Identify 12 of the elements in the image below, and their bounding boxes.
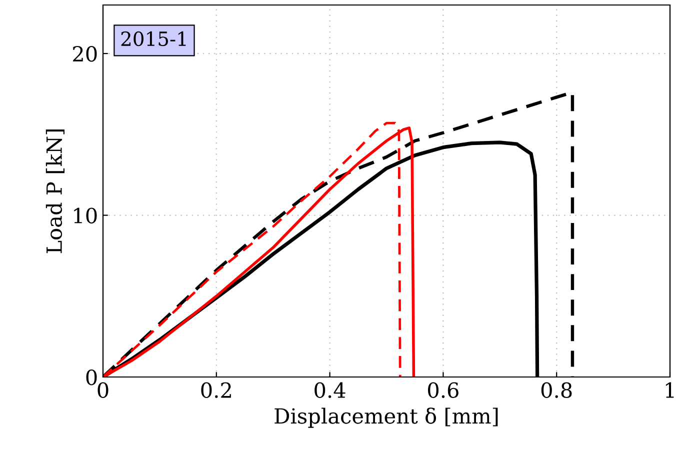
- y-axis-title: Load P [kN]: [46, 130, 64, 254]
- annotation: 2015-1: [121, 31, 186, 46]
- x-tick-label: 1: [666, 382, 674, 398]
- x-axis-title: Displacement δ [mm]: [274, 408, 498, 428]
- x-tick-label: 0: [98, 382, 108, 398]
- y-tick-label: 0: [86, 369, 97, 386]
- x-tick-label: 0.6: [428, 382, 458, 398]
- y-tick-label: 10: [74, 208, 97, 224]
- x-tick-label: 0.8: [541, 382, 572, 398]
- x-tick-label: 0.2: [201, 382, 231, 398]
- x-tick-label: 0.4: [314, 382, 346, 398]
- y-tick-label: 20: [73, 46, 97, 62]
